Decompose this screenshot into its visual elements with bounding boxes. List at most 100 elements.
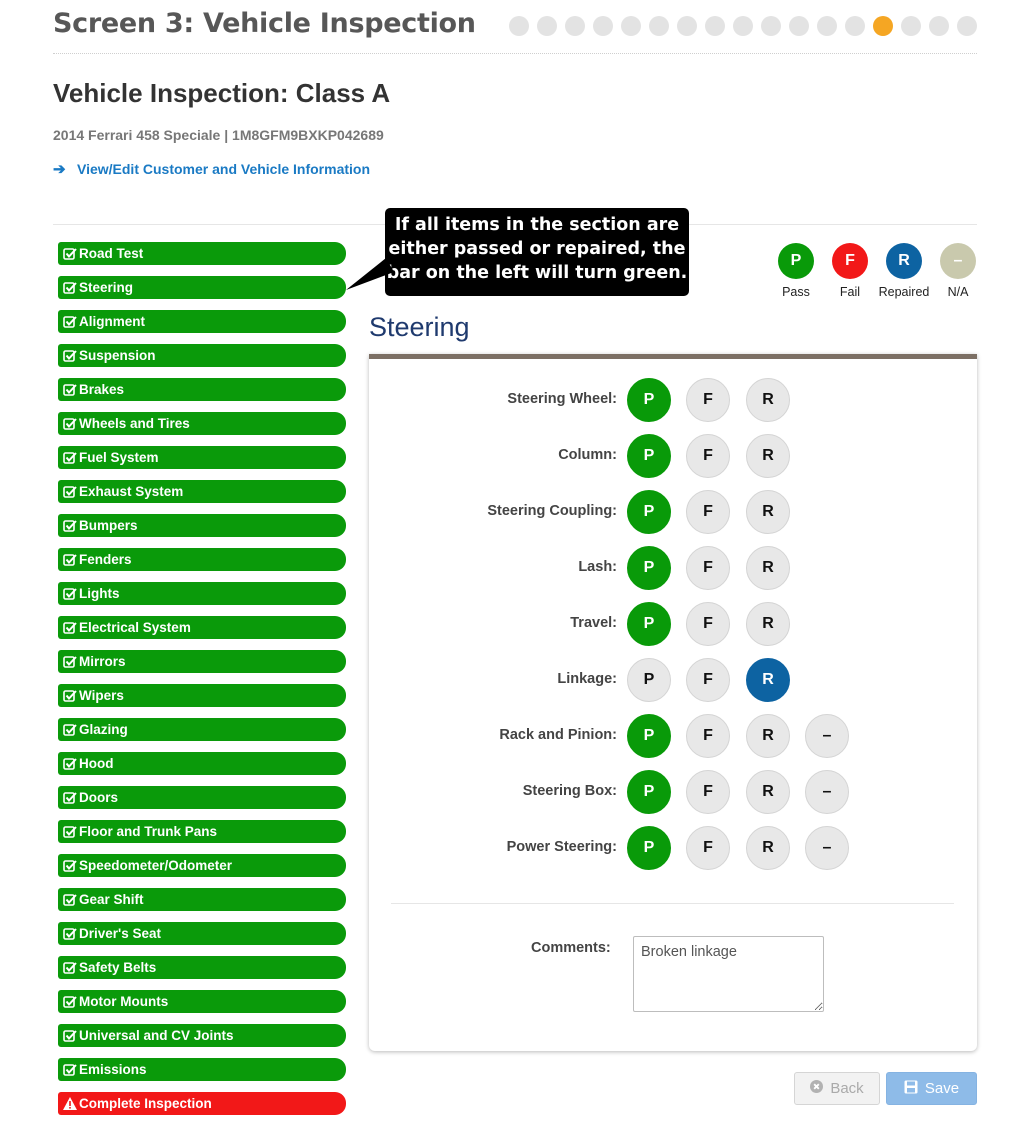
inspection-row: Rack and Pinion: P F R – (369, 714, 977, 758)
sidebar-item-label: Alignment (79, 314, 145, 329)
sidebar-item-motor-mounts[interactable]: Motor Mounts (58, 990, 346, 1013)
inspection-item-label: Steering Wheel: (507, 391, 617, 407)
option-pass-button[interactable]: P (627, 378, 671, 422)
sidebar-item-mirrors[interactable]: Mirrors (58, 650, 346, 673)
inspection-row: Travel: P F R (369, 602, 977, 646)
sidebar-item-label: Electrical System (79, 620, 191, 635)
sidebar-item-road-test[interactable]: Road Test (58, 242, 346, 265)
checkbox-checked-icon (63, 587, 77, 601)
option-repaired-button[interactable]: R (746, 602, 790, 646)
sidebar-item-label: Hood (79, 756, 114, 771)
sidebar-item-gear-shift[interactable]: Gear Shift (58, 888, 346, 911)
option-repaired-button[interactable]: R (746, 658, 790, 702)
legend-circle: R (886, 243, 922, 279)
sidebar-item-universal-and-cv-joints[interactable]: Universal and CV Joints (58, 1024, 346, 1047)
edit-customer-vehicle-link[interactable]: ➔ View/Edit Customer and Vehicle Informa… (53, 160, 370, 178)
option-fail-button[interactable]: F (686, 490, 730, 534)
option-repaired-button[interactable]: R (746, 546, 790, 590)
option-repaired-button[interactable]: R (746, 826, 790, 870)
sidebar-item-label: Bumpers (79, 518, 138, 533)
sidebar-item-fenders[interactable]: Fenders (58, 548, 346, 571)
option-na-button[interactable]: – (805, 826, 849, 870)
progress-dot (901, 16, 921, 36)
sidebar-item-driver-s-seat[interactable]: Driver's Seat (58, 922, 346, 945)
sidebar-item-glazing[interactable]: Glazing (58, 718, 346, 741)
sidebar-item-bumpers[interactable]: Bumpers (58, 514, 346, 537)
sidebar-item-doors[interactable]: Doors (58, 786, 346, 809)
option-fail-button[interactable]: F (686, 826, 730, 870)
option-pass-button[interactable]: P (627, 546, 671, 590)
sidebar-item-lights[interactable]: Lights (58, 582, 346, 605)
comments-textarea[interactable] (633, 936, 824, 1012)
option-pass-button[interactable]: P (627, 658, 671, 702)
checkbox-checked-icon (63, 723, 77, 737)
option-pass-button[interactable]: P (627, 826, 671, 870)
sidebar-item-wipers[interactable]: Wipers (58, 684, 346, 707)
option-repaired-button[interactable]: R (746, 434, 790, 478)
option-repaired-button[interactable]: R (746, 714, 790, 758)
option-na-button[interactable]: – (805, 770, 849, 814)
option-fail-button[interactable]: F (686, 434, 730, 478)
save-disk-icon (904, 1080, 918, 1098)
progress-dot-current (873, 16, 893, 36)
option-fail-button[interactable]: F (686, 714, 730, 758)
progress-dot (565, 16, 585, 36)
callout-line: either passed or repaired, the (388, 239, 686, 259)
progress-dot (845, 16, 865, 36)
save-button[interactable]: Save (886, 1072, 977, 1105)
complete-inspection-button[interactable]: Complete Inspection (58, 1092, 346, 1115)
option-fail-button[interactable]: F (686, 378, 730, 422)
checkbox-checked-icon (63, 349, 77, 363)
inspection-row: Linkage: P F R (369, 658, 977, 702)
sidebar-item-label: Road Test (79, 246, 144, 261)
legend-label: Pass (782, 285, 810, 299)
sidebar-item-steering[interactable]: Steering (58, 276, 346, 299)
sidebar-item-label: Fenders (79, 552, 132, 567)
checkbox-checked-icon (63, 893, 77, 907)
sidebar-item-exhaust-system[interactable]: Exhaust System (58, 480, 346, 503)
legend-item-repaired: R Repaired (874, 243, 934, 299)
option-repaired-button[interactable]: R (746, 490, 790, 534)
option-fail-button[interactable]: F (686, 546, 730, 590)
option-fail-button[interactable]: F (686, 770, 730, 814)
progress-dot (677, 16, 697, 36)
sidebar-item-hood[interactable]: Hood (58, 752, 346, 775)
back-button[interactable]: Back (794, 1072, 880, 1105)
sidebar-item-suspension[interactable]: Suspension (58, 344, 346, 367)
sidebar-item-floor-and-trunk-pans[interactable]: Floor and Trunk Pans (58, 820, 346, 843)
option-repaired-button[interactable]: R (746, 378, 790, 422)
checkbox-checked-icon (63, 247, 77, 261)
option-pass-button[interactable]: P (627, 434, 671, 478)
sidebar-item-speedometer-odometer[interactable]: Speedometer/Odometer (58, 854, 346, 877)
screen-header: Screen 3: Vehicle Inspection (53, 0, 977, 54)
inspection-item-label: Steering Coupling: (487, 503, 617, 519)
option-pass-button[interactable]: P (627, 602, 671, 646)
progress-dots (501, 16, 977, 36)
sidebar-item-label: Steering (79, 280, 134, 295)
option-pass-button[interactable]: P (627, 770, 671, 814)
sidebar-item-alignment[interactable]: Alignment (58, 310, 346, 333)
option-na-button[interactable]: – (805, 714, 849, 758)
option-pass-button[interactable]: P (627, 490, 671, 534)
callout-line: If all items in the section are (394, 215, 680, 235)
sidebar-item-fuel-system[interactable]: Fuel System (58, 446, 346, 469)
legend-circle: P (778, 243, 814, 279)
back-circle-icon (810, 1080, 824, 1097)
progress-dot (593, 16, 613, 36)
inspection-row: Steering Coupling: P F R (369, 490, 977, 534)
option-fail-button[interactable]: F (686, 658, 730, 702)
sidebar-item-safety-belts[interactable]: Safety Belts (58, 956, 346, 979)
option-fail-button[interactable]: F (686, 602, 730, 646)
sidebar-item-electrical-system[interactable]: Electrical System (58, 616, 346, 639)
sidebar-item-emissions[interactable]: Emissions (58, 1058, 346, 1081)
sidebar-item-label: Safety Belts (79, 960, 157, 975)
sidebar-item-wheels-and-tires[interactable]: Wheels and Tires (58, 412, 346, 435)
option-pass-button[interactable]: P (627, 714, 671, 758)
sidebar-item-label: Lights (79, 586, 120, 601)
legend-label: N/A (947, 285, 969, 299)
inspection-row: Lash: P F R (369, 546, 977, 590)
legend-label: Repaired (878, 285, 930, 299)
checkbox-checked-icon (63, 383, 77, 397)
option-repaired-button[interactable]: R (746, 770, 790, 814)
sidebar-item-brakes[interactable]: Brakes (58, 378, 346, 401)
